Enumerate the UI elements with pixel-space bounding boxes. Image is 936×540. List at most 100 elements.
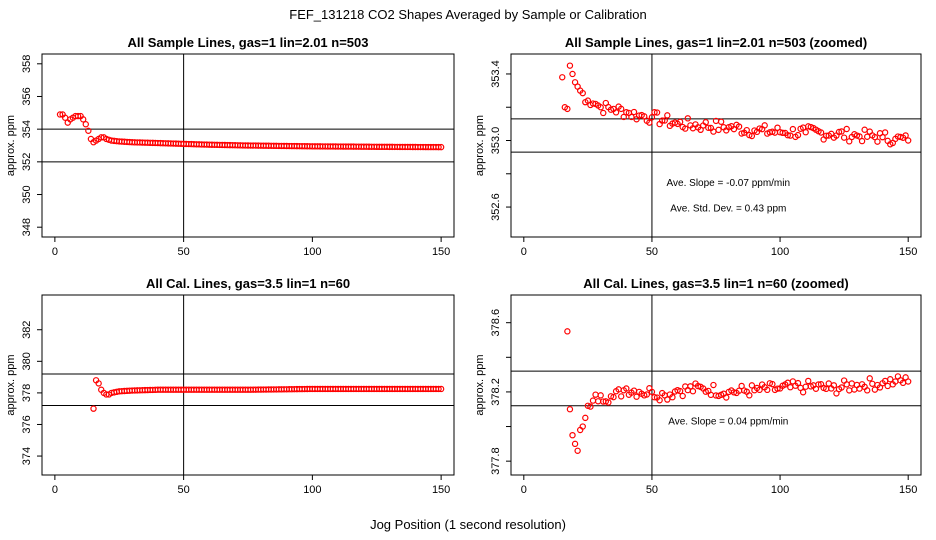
data-point — [664, 112, 671, 119]
x-tick-label: 50 — [646, 246, 658, 258]
panel-title: All Sample Lines, gas=1 lin=2.01 n=503 (… — [565, 35, 867, 50]
data-point — [56, 111, 64, 118]
data-point — [304, 385, 311, 393]
data-point — [569, 431, 576, 439]
data-point — [687, 383, 694, 390]
data-point — [646, 385, 653, 392]
data-point — [589, 397, 597, 404]
data-point — [840, 134, 848, 141]
x-tick-label: 100 — [771, 484, 789, 496]
data-point — [899, 379, 907, 387]
data-point — [574, 447, 581, 454]
y-tick-label: 353.4 — [490, 60, 502, 88]
data-point — [838, 128, 845, 135]
x-tick-label: 150 — [432, 246, 450, 258]
data-point — [368, 143, 375, 150]
data-point — [239, 386, 247, 393]
data-point — [123, 138, 131, 146]
data-point — [85, 127, 92, 134]
data-point — [201, 386, 208, 393]
data-point — [846, 387, 853, 394]
data-point — [653, 109, 661, 116]
data-point — [794, 131, 802, 139]
data-point — [902, 132, 909, 139]
x-tick-label: 100 — [771, 246, 789, 258]
data-point — [149, 139, 156, 147]
data-point — [175, 140, 182, 147]
data-point — [723, 394, 730, 401]
data-point — [761, 122, 768, 129]
data-point — [682, 125, 689, 132]
data-point — [787, 384, 794, 391]
data-point — [851, 131, 858, 138]
data-point — [738, 382, 745, 390]
data-point — [815, 381, 822, 388]
panel-title: All Cal. Lines, gas=3.5 lin=1 n=60 — [146, 276, 350, 291]
data-point — [705, 124, 712, 131]
annotation-text: Ave. Slope = 0.04 ppm/min — [668, 417, 788, 428]
data-point — [628, 113, 635, 121]
data-point — [564, 105, 571, 113]
data-point — [771, 129, 779, 136]
data-point — [630, 108, 638, 116]
data-point — [620, 113, 627, 121]
y-tick-label: 378.2 — [490, 378, 502, 406]
data-point — [600, 109, 607, 117]
panel-title: All Cal. Lines, gas=3.5 lin=1 n=60 (zoom… — [583, 276, 849, 291]
x-tick-label: 150 — [899, 484, 917, 496]
data-point — [702, 119, 709, 126]
chart-panel-1: All Sample Lines, gas=1 lin=2.01 n=503 0 5… — [5, 35, 455, 258]
x-tick-label: 0 — [52, 246, 58, 258]
data-point — [869, 380, 876, 387]
data-point — [848, 380, 856, 387]
data-point — [579, 89, 586, 97]
plot-frame — [41, 53, 455, 238]
data-point — [95, 380, 102, 387]
y-tick-label: 377.8 — [490, 447, 502, 475]
data-point — [858, 137, 866, 145]
data-point — [889, 139, 897, 147]
data-point — [863, 387, 871, 394]
data-point — [697, 126, 704, 134]
data-point — [607, 393, 615, 400]
data-point — [566, 406, 574, 413]
data-point — [746, 392, 753, 399]
y-tick-label: 378 — [21, 384, 33, 402]
data-point — [710, 381, 717, 389]
data-point — [756, 386, 763, 394]
data-point — [592, 391, 599, 398]
data-point — [669, 393, 676, 401]
data-point — [658, 117, 666, 124]
data-point — [110, 389, 118, 396]
data-point — [679, 392, 686, 400]
data-point — [769, 380, 776, 388]
data-point — [756, 125, 763, 132]
data-point — [851, 386, 858, 393]
y-tick-label: 356 — [21, 87, 33, 105]
chart-panel-3: All Cal. Lines, gas=3.5 lin=1 n=60 0 50 100… — [5, 276, 455, 496]
x-tick-label: 150 — [899, 246, 917, 258]
y-tick-label: 382 — [21, 321, 33, 339]
data-point — [559, 74, 566, 81]
data-point — [594, 398, 602, 405]
y-tick-label: 378.6 — [490, 309, 502, 337]
data-point — [723, 127, 730, 134]
data-point — [617, 393, 625, 400]
data-point — [784, 132, 791, 139]
plot-frame — [510, 294, 922, 476]
data-point — [799, 389, 807, 396]
data-point — [579, 423, 586, 430]
data-point — [789, 125, 797, 133]
data-point — [574, 83, 581, 90]
x-tick-label: 50 — [646, 484, 658, 496]
y-tick-label: 374 — [21, 447, 33, 465]
data-point — [617, 105, 625, 113]
data-point — [432, 385, 440, 393]
data-point — [566, 62, 574, 69]
figure-title: FEF_131218 CO2 Shapes Averaged by Sample… — [289, 7, 646, 22]
y-tick-label: 352.6 — [490, 193, 502, 221]
data-point — [304, 143, 311, 150]
data-point — [881, 129, 889, 136]
plot-frame — [510, 53, 922, 238]
